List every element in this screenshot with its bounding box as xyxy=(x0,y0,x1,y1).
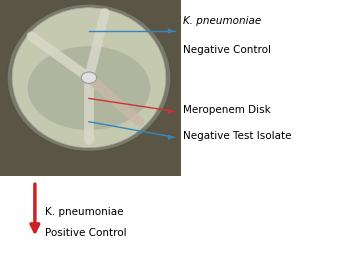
Circle shape xyxy=(81,72,97,83)
Text: Meropenem Disk: Meropenem Disk xyxy=(183,105,271,115)
Text: Negative Control: Negative Control xyxy=(183,45,271,55)
Ellipse shape xyxy=(7,4,171,152)
Text: Positive Control: Positive Control xyxy=(45,228,127,238)
Text: K. pneumoniae: K. pneumoniae xyxy=(183,16,261,26)
Text: K. pneumoniae: K. pneumoniae xyxy=(45,207,124,217)
Text: Negative Test Isolate: Negative Test Isolate xyxy=(183,131,292,141)
Ellipse shape xyxy=(12,8,166,148)
Bar xyxy=(0,0,181,176)
Ellipse shape xyxy=(28,46,150,130)
